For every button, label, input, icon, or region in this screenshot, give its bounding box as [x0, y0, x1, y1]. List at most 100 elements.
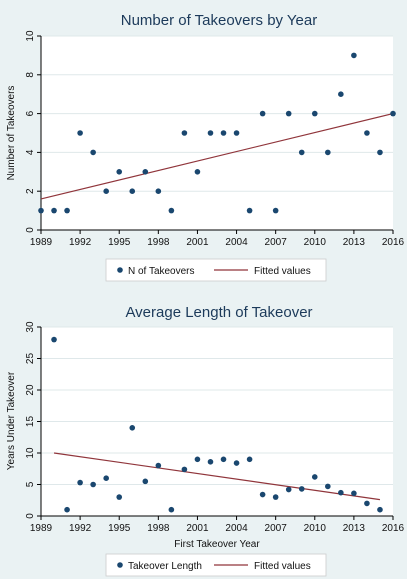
chart2-data-point [311, 474, 318, 480]
chart2-y-axis-label: Years Under Takeover [6, 371, 17, 470]
chart1-x-tick-label: 2013 [343, 237, 366, 248]
chart2-x-axis-label: First Takeover Year [174, 539, 260, 550]
chart2-points-layer [51, 336, 383, 513]
chart1-legend-label-fit: Fitted values [254, 266, 311, 277]
chart2-fit-line [53, 452, 381, 501]
chart2-data-point [90, 481, 96, 488]
chart2-data-point [220, 456, 227, 463]
chart2-data-point [142, 478, 149, 485]
chart2-x-tick-label: 1998 [147, 523, 170, 534]
chart1-y-tick-label: 10 [25, 30, 36, 42]
chart1-data-point [64, 207, 70, 214]
chart1-data-point [116, 169, 123, 175]
chart1-legend-label-points: N of Takeovers [128, 266, 195, 277]
chart2-data-point [259, 491, 266, 498]
chart2-data-point [168, 506, 175, 513]
chart1-data-point [285, 110, 292, 117]
chart2-x-tick-label: 2001 [186, 523, 209, 534]
chart1-y-tick-label: 0 [25, 227, 36, 233]
chart1-y-ticks: 0 2 4 6 8 10 [25, 30, 41, 233]
chart1-data-point [377, 149, 383, 156]
chart2-data-point [364, 500, 370, 507]
chart2-data-point [77, 479, 83, 486]
chart2-x-tick-label: 2007 [265, 523, 288, 534]
chart1-data-point [38, 207, 44, 214]
chart1-y-tick-label: 4 [25, 149, 36, 155]
chart1-x-ticks: 1989 1992 1995 1998 2001 2004 2007 2010 2013 2016 [30, 230, 405, 248]
chart2-data-point [298, 486, 305, 492]
chart1-x-tick-label: 2016 [382, 237, 405, 248]
chart2-data-point [129, 425, 136, 431]
chart2-data-point [351, 490, 357, 497]
chart1-data-point [259, 110, 266, 117]
chart1-legend-marker-points [117, 267, 123, 273]
chart2-data-point [51, 336, 57, 343]
chart2-data-point [103, 475, 109, 482]
chart1-data-point [351, 52, 357, 59]
chart1-fit-line [40, 113, 394, 200]
chart1-x-tick-label: 2010 [304, 237, 327, 248]
chart1-y-tick-label: 6 [25, 110, 36, 116]
chart1-data-point [77, 130, 83, 136]
chart2-x-tick-label: 1989 [30, 523, 53, 534]
chart1-data-point [142, 169, 149, 175]
chart1-data-point [90, 149, 96, 156]
chart2-data-point [116, 494, 123, 500]
chart2-data-point [155, 462, 162, 469]
chart1-data-point [298, 149, 305, 156]
chart1-data-point [155, 188, 162, 194]
chart2-x-tick-label: 1995 [108, 523, 131, 534]
chart1-data-point [272, 207, 279, 214]
chart2-data-point [246, 456, 253, 463]
chart2-data-point [377, 506, 383, 513]
chart2-x-tick-label: 2016 [382, 523, 405, 534]
chart2-data-point [285, 486, 292, 493]
chart1-x-tick-label: 2001 [186, 237, 209, 248]
chart1-x-tick-label: 2004 [225, 237, 248, 248]
chart1-data-point [207, 130, 214, 136]
chart1-x-tick-label: 1998 [147, 237, 170, 248]
chart1-data-point [103, 188, 109, 194]
chart2-data-point [233, 460, 240, 466]
chart1-x-tick-label: 1989 [30, 237, 53, 248]
chart2-data-point [272, 494, 279, 500]
chart2-y-tick-label: 15 [25, 416, 36, 428]
chart1-fit-layer [40, 113, 394, 200]
chart1-y-axis-label: Number of Takeovers [6, 86, 17, 181]
chart2-data-point [325, 483, 331, 490]
chart2-y-ticks: 0 5 10 15 20 25 30 [25, 321, 41, 519]
chart2-data-point [338, 489, 344, 496]
chart2-y-tick-label: 30 [25, 321, 36, 333]
chart2-data-point [194, 456, 201, 463]
chart1-points-layer [38, 52, 396, 214]
chart2-data-point [64, 506, 70, 513]
chart1-data-point [168, 207, 175, 214]
chart1-data-point [51, 207, 57, 214]
chart2-legend-label-points: Takeover Length [128, 561, 202, 572]
chart2-data-point [207, 459, 214, 465]
chart2-y-tick-label: 10 [25, 447, 36, 459]
chart2-x-ticks: 1989 1992 1995 1998 2001 2004 2007 2010 2013 2016 [30, 516, 405, 534]
chart1-plot-area [41, 36, 393, 230]
chart2-legend-label-fit: Fitted values [254, 561, 311, 572]
chart2-y-tick-label: 25 [25, 353, 36, 365]
chart2-y-tick-label: 5 [25, 481, 36, 487]
chart2-data-point [181, 466, 188, 473]
chart2-title: Average Length of Takeover [125, 304, 312, 321]
chart2-legend-marker-points [117, 562, 123, 568]
chart2-x-tick-label: 2010 [304, 523, 327, 534]
chart2-y-tick-label: 0 [25, 513, 36, 519]
chart1-title: Number of Takeovers by Year [121, 12, 318, 29]
chart1-data-point [325, 149, 331, 156]
chart2-x-tick-label: 1992 [69, 523, 92, 534]
chart1-data-point [194, 169, 201, 175]
chart1-x-tick-label: 2007 [265, 237, 288, 248]
chart1-x-tick-label: 1995 [108, 237, 131, 248]
chart2-x-tick-label: 2013 [343, 523, 366, 534]
chart2-fit-layer [53, 452, 381, 501]
chart1-data-point [233, 130, 240, 136]
chart1-data-point [181, 130, 188, 136]
chart1-data-point [246, 207, 253, 214]
chart1-y-tick-label: 2 [25, 188, 36, 194]
